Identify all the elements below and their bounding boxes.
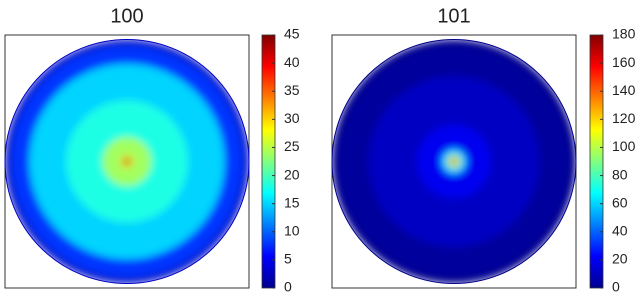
colorbar-tick-label: 35 <box>284 82 300 98</box>
colorbar-tick-label: 0 <box>612 279 620 295</box>
colorbar-tick-label: 5 <box>284 251 292 267</box>
colorbar-tick-label: 40 <box>284 54 300 70</box>
colorbar-tick-label: 0 <box>284 279 292 295</box>
colorbar-tick-label: 180 <box>612 26 636 42</box>
chart-title: 101 <box>437 5 470 27</box>
colorbar-tick-label: 30 <box>284 110 300 126</box>
pole-figure-layers <box>332 39 576 284</box>
colorbar-tick-label: 80 <box>612 166 628 182</box>
chart-title: 100 <box>110 5 143 27</box>
pole-figure <box>332 39 576 284</box>
pole-figure <box>5 39 249 284</box>
colorbar-tick-label: 10 <box>284 222 300 238</box>
colorbar-tick-label: 60 <box>612 194 628 210</box>
colorbar-tick-label: 120 <box>612 110 636 126</box>
colorbar-tick-label: 15 <box>284 194 300 210</box>
pole-figure-layers <box>5 39 249 284</box>
colorbar-tick-label: 20 <box>284 166 300 182</box>
colorbar-tick-label: 45 <box>284 26 300 42</box>
intensity-ring <box>124 158 130 165</box>
pole-figure-edge <box>4 39 250 284</box>
colorbar <box>261 34 276 289</box>
colorbar <box>589 34 604 289</box>
colorbar-tick-label: 140 <box>612 82 636 98</box>
colorbar-tick-label: 160 <box>612 54 636 70</box>
colorbar-tick-label: 40 <box>612 222 628 238</box>
colorbar-tick-label: 100 <box>612 138 636 154</box>
colorbar-tick-label: 25 <box>284 138 300 154</box>
pole-figure-edge <box>331 39 577 284</box>
colorbar-tick-label: 20 <box>612 251 628 267</box>
intensity-ring <box>451 158 457 165</box>
